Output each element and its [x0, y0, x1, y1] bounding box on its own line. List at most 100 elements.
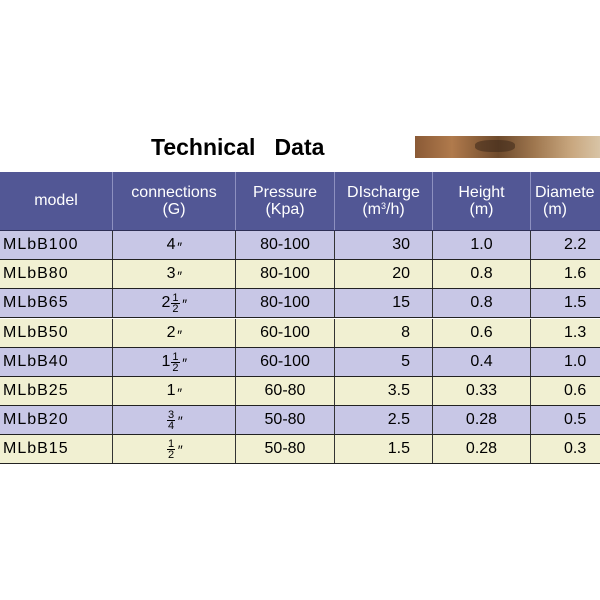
- table-row: MLbB40 1 1 2 ″ 60-100 5 0.4 1.0: [0, 348, 600, 377]
- table-row: MLbB65 2 1 2 ″ 80-100 15 0.8 1.5: [0, 289, 600, 318]
- header-connections-label: connections: [131, 183, 217, 201]
- connection-value: 2 ″: [167, 324, 182, 343]
- connection-value: 3 ″: [167, 265, 182, 284]
- cell-model: MLbB50: [0, 319, 113, 347]
- cell-connections: 3 4 ″: [113, 406, 236, 434]
- table-row: MLbB100 4 ″ 80-100 30 1.0 2.2: [0, 231, 600, 260]
- header-diameter: Diamete (m): [531, 172, 600, 230]
- cell-discharge: 2.5: [335, 406, 433, 434]
- discharge-unit-sup: 3: [380, 200, 386, 211]
- connection-value: 4 ″: [167, 236, 182, 255]
- cell-model: MLbB20: [0, 406, 113, 434]
- header-pressure-label: Pressure: [252, 183, 318, 201]
- connection-value: 1 2 ″: [166, 437, 183, 461]
- cell-height: 0.8: [433, 289, 531, 317]
- header-discharge-label: DIscharge: [347, 183, 420, 201]
- cell-height: 0.33: [433, 377, 531, 405]
- connection-whole: 1: [161, 353, 171, 370]
- table-row: MLbB80 3 ″ 80-100 20 0.8 1.6: [0, 260, 600, 289]
- header-diameter-label: Diamete: [535, 183, 595, 201]
- cell-model: MLbB25: [0, 377, 113, 405]
- header-height: Height (m): [433, 172, 531, 230]
- fraction-denominator: 2: [172, 302, 179, 315]
- cell-diameter: 1.0: [564, 353, 587, 370]
- header-diameter-unit: (m): [543, 200, 567, 218]
- header-pressure: Pressure (Kpa): [236, 172, 335, 230]
- cell-diameter: 0.6: [564, 382, 587, 399]
- inch-mark: ″: [176, 238, 182, 255]
- cell-height: 1.0: [433, 231, 531, 259]
- cell-pressure: 80-100: [236, 231, 335, 259]
- inch-mark: ″: [181, 354, 187, 371]
- connection-whole: 3: [166, 265, 176, 282]
- cell-connections: 1 1 2 ″: [113, 348, 236, 376]
- cell-connections: 4 ″: [113, 231, 236, 259]
- cell-connections: 2 ″: [113, 319, 236, 347]
- header-model-label: model: [34, 192, 78, 209]
- cell-discharge: 8: [335, 319, 433, 347]
- fraction-denominator: 2: [167, 448, 175, 461]
- table-row: MLbB20 3 4 ″ 50-80 2.5 0.28 0.5: [0, 406, 600, 435]
- page-title: Technical Data: [151, 134, 325, 160]
- cell-diameter: 1.6: [564, 265, 587, 282]
- header-connections-unit: (G): [162, 200, 186, 218]
- fraction-numerator: 3: [166, 408, 176, 421]
- cell-model: MLbB80: [0, 260, 113, 288]
- cell-discharge: 3.5: [335, 377, 433, 405]
- connection-whole: 2: [166, 324, 176, 341]
- cell-connections: 3 ″: [113, 260, 236, 288]
- cell-pressure: 60-80: [236, 377, 335, 405]
- cell-model: MLbB100: [0, 231, 113, 259]
- header-discharge: DIscharge (m3/h): [335, 172, 433, 230]
- cell-height: 0.28: [433, 435, 531, 463]
- cell-model: MLbB15: [0, 435, 113, 463]
- discharge-unit-pre: (m: [362, 200, 381, 218]
- cell-model: MLbB65: [0, 289, 113, 317]
- connection-whole: 1: [166, 382, 176, 399]
- cell-discharge: 5: [335, 348, 433, 376]
- cell-connections: 1 ″: [113, 377, 236, 405]
- fraction-denominator: 2: [172, 361, 179, 374]
- header-height-unit: (m): [469, 200, 494, 218]
- inch-mark: ″: [177, 441, 183, 458]
- cell-discharge: 1.5: [335, 435, 433, 463]
- cell-diameter: 2.2: [564, 236, 587, 253]
- connection-whole: 4: [166, 236, 176, 253]
- cell-pressure: 50-80: [236, 435, 335, 463]
- header-height-label: Height: [458, 183, 505, 201]
- fraction-denominator: 4: [167, 419, 175, 432]
- cell-discharge: 20: [335, 260, 433, 288]
- inch-mark: ″: [176, 267, 182, 284]
- header-pressure-unit: (Kpa): [265, 200, 305, 218]
- inch-mark: ″: [176, 326, 182, 343]
- cell-height: 0.8: [433, 260, 531, 288]
- fraction-numerator: 1: [166, 437, 176, 450]
- cell-pressure: 80-100: [236, 289, 335, 317]
- table-row: MLbB15 1 2 ″ 50-80 1.5 0.28 0.3: [0, 435, 600, 464]
- cell-connections: 2 1 2 ″: [113, 289, 236, 317]
- connection-value: 3 4 ″: [166, 408, 183, 432]
- cell-diameter: 1.5: [564, 294, 587, 311]
- connection-whole: 2: [161, 294, 171, 311]
- cell-diameter: 0.3: [564, 440, 587, 457]
- cell-connections: 1 2 ″: [113, 435, 236, 463]
- inch-mark: ″: [177, 412, 183, 429]
- header-model: model: [0, 172, 113, 230]
- cell-pressure: 60-100: [236, 348, 335, 376]
- cell-model: MLbB40: [0, 348, 113, 376]
- inch-mark: ″: [181, 295, 187, 312]
- cell-discharge: 15: [335, 289, 433, 317]
- table-row: MLbB25 1 ″ 60-80 3.5 0.33 0.6: [0, 377, 600, 406]
- cell-height: 0.28: [433, 406, 531, 434]
- connection-value: 1 ″: [167, 382, 182, 401]
- cell-pressure: 80-100: [236, 260, 335, 288]
- inch-mark: ″: [176, 384, 182, 401]
- header-discharge-unit: (m3/h): [362, 200, 404, 218]
- connection-value: 1 1 2 ″: [161, 351, 187, 374]
- header-connections: connections (G): [113, 172, 236, 230]
- cell-discharge: 30: [335, 231, 433, 259]
